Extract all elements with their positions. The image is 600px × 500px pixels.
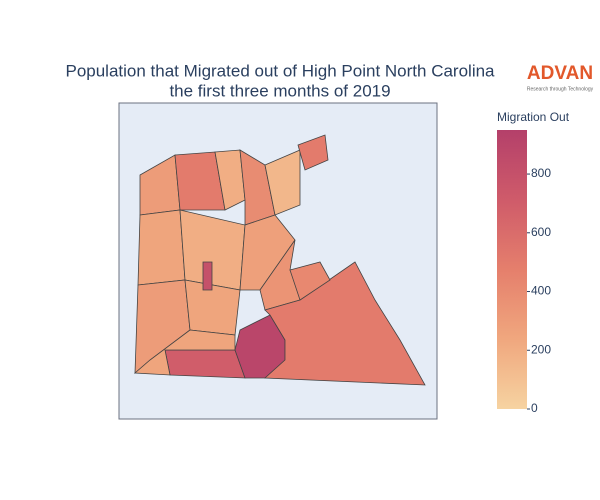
logo-tagline: Research through Technology (527, 86, 594, 92)
logo: ADVAN (527, 63, 593, 84)
regions (133, 134, 426, 386)
colorbar-tick-label: 200 (531, 342, 551, 356)
colorbar-tick-label: 0 (531, 401, 538, 415)
colorbar-tick-label: 400 (531, 284, 551, 298)
region (264, 149, 301, 216)
colorbar-title: Migration Out (497, 110, 570, 124)
region (202, 261, 213, 291)
region (133, 329, 236, 376)
chart-title: the first three months of 2019 (169, 81, 390, 100)
colorbar-tick-label: 800 (531, 166, 551, 180)
region (184, 279, 241, 336)
region (264, 261, 426, 386)
chart-title: Population that Migrated out of High Poi… (65, 61, 495, 80)
region (289, 261, 331, 301)
region (137, 209, 186, 286)
region (164, 349, 246, 379)
colorbar-tick-label: 600 (531, 225, 551, 239)
colorbar (497, 130, 527, 409)
region (297, 134, 329, 171)
